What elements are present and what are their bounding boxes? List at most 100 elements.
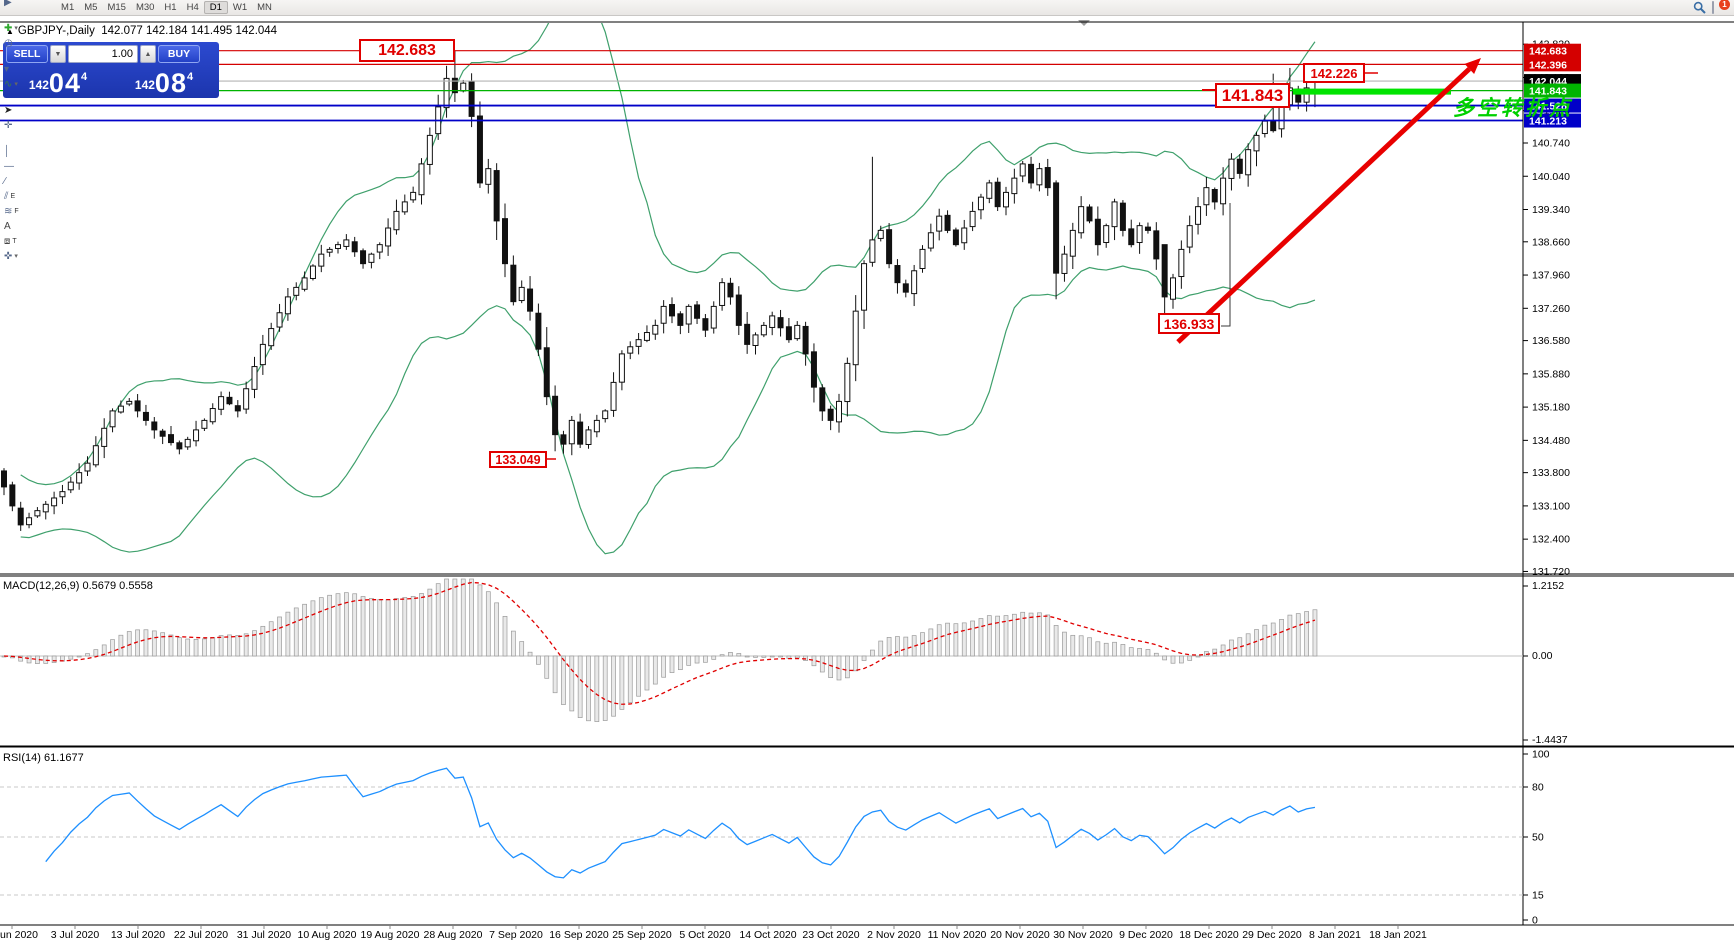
toolbar-buttons: ▦◫✚新订单⬧●◉●自动交易╫╪∿⊕⊖⊞▷▶✚▾◷▾∿▾➤✛│—∕⫽E≋FA⧈T… [0, 0, 56, 275]
volume-decrease-button[interactable]: ▼ [50, 45, 66, 63]
svg-text:30 Nov 2020: 30 Nov 2020 [1053, 929, 1113, 941]
sell-price-point: 4 [80, 71, 88, 83]
svg-text:133.100: 133.100 [1532, 500, 1570, 512]
vline-icon[interactable]: │ [0, 144, 56, 159]
svg-text:13 Jul 2020: 13 Jul 2020 [111, 929, 165, 941]
text-label-icon: ⧈ [4, 235, 11, 247]
notification-count-badge: 1 [1719, 0, 1730, 10]
fibonacci-icon[interactable]: ≋ F [0, 204, 56, 219]
indicators-icon[interactable]: ∿ ▾ [0, 77, 56, 92]
price-annotation-133.049[interactable]: 133.049 [489, 451, 547, 468]
svg-text:142.683: 142.683 [1529, 46, 1567, 58]
search-icon[interactable] [1693, 1, 1706, 14]
channel-icon-sub: E [10, 192, 16, 200]
svg-text:138.660: 138.660 [1532, 236, 1570, 248]
indicators-icon: ∿ [4, 78, 13, 90]
channel-icon[interactable]: ⫽ E [0, 189, 56, 204]
volume-increase-button[interactable]: ▲ [140, 45, 156, 63]
ohlc-readout: 142.077 142.184 141.495 142.044 [101, 25, 278, 37]
svg-text:141.213: 141.213 [1529, 116, 1567, 128]
hline-icon: — [4, 160, 14, 172]
macd-label: MACD(12,26,9) 0.5679 0.5558 [3, 580, 153, 592]
svg-text:1.2152: 1.2152 [1532, 580, 1564, 592]
chart-title: ▲ GBPJPY-,Daily 142.077 142.184 141.495 1… [6, 25, 277, 37]
period-icon[interactable]: ◷ [0, 36, 56, 51]
sell-price-display[interactable]: 142 04 4 [6, 65, 110, 97]
timeframe-d1[interactable]: D1 [203, 0, 228, 14]
buy-price-point: 4 [186, 71, 194, 83]
text-icon: A [4, 220, 11, 232]
chart-shift-icon[interactable]: ▶ [0, 0, 56, 10]
bull-bear-turning-point-note[interactable]: 多空转折点 [1453, 97, 1573, 120]
price-annotation-142.226[interactable]: 142.226 [1303, 63, 1365, 83]
hline-icon[interactable]: — [0, 159, 56, 174]
collapse-arrow-icon[interactable]: ▲ [6, 27, 14, 36]
buy-price-display[interactable]: 142 08 4 [112, 65, 216, 97]
price-axis-badges: 142.683142.396142.044141.843141.528141.2… [1524, 43, 1581, 128]
svg-text:0: 0 [1532, 915, 1538, 927]
timeframe-w1[interactable]: W1 [232, 1, 248, 13]
shapes-icon: ✜ [4, 250, 13, 262]
toolbar: ▦◫✚新订单⬧●◉●自动交易╫╪∿⊕⊖⊞▷▶✚▾◷▾∿▾➤✛│—∕⫽E≋FA⧈T… [0, 0, 1734, 262]
text-label-icon[interactable]: ⧈ T [0, 234, 56, 249]
timeframe-m5[interactable]: M5 [84, 1, 98, 13]
timeframe-h1[interactable]: H1 [164, 1, 177, 13]
svg-text:29 Dec 2020: 29 Dec 2020 [1242, 929, 1302, 941]
fibonacci-icon-sub: F [14, 207, 19, 215]
svg-text:9 Dec 2020: 9 Dec 2020 [1119, 929, 1173, 941]
timeframe-m1[interactable]: M1 [61, 1, 75, 13]
text-icon[interactable]: A [0, 219, 56, 234]
svg-text:132.400: 132.400 [1532, 534, 1570, 546]
svg-text:3 Jul 2020: 3 Jul 2020 [51, 929, 100, 941]
add-chart-icon: ✚ [4, 22, 13, 34]
sell-button[interactable]: SELL [6, 45, 48, 63]
buy-button[interactable]: BUY [158, 45, 200, 63]
chart-shift-icon: ▶ [4, 0, 12, 8]
vline-icon: │ [4, 145, 11, 157]
timeframe-m15[interactable]: M15 [107, 1, 126, 13]
svg-text:28 Aug 2020: 28 Aug 2020 [424, 929, 483, 941]
svg-text:134.480: 134.480 [1532, 435, 1570, 447]
svg-text:80: 80 [1532, 782, 1544, 794]
volume-input[interactable] [68, 45, 138, 63]
timeframe-toolbar: M1 M5 M15 M30 H1 H4 D1 W1 MN [56, 0, 277, 15]
notifications-icon[interactable]: 1 [1712, 0, 1730, 14]
svg-text:11 Nov 2020: 11 Nov 2020 [928, 929, 987, 941]
templates-icon[interactable]: ▾ [0, 62, 56, 77]
timeframe-h4[interactable]: H4 [186, 1, 199, 13]
price-annotation-136.933[interactable]: 136.933 [1158, 313, 1220, 334]
add-chart-icon[interactable]: ✚ ▾ [0, 21, 56, 36]
timeframe-m30[interactable]: M30 [135, 1, 155, 13]
sell-price-base: 142 [28, 78, 49, 92]
crosshair-icon[interactable]: ✛ [0, 118, 56, 133]
indicators-icon-dropdown[interactable]: ▾ [14, 81, 18, 88]
price-annotation-141.843[interactable]: 141.843 [1215, 83, 1290, 108]
svg-text:22 Jul 2020: 22 Jul 2020 [174, 929, 228, 941]
support-zone-bar[interactable] [1293, 88, 1451, 95]
svg-text:0.00: 0.00 [1532, 650, 1553, 662]
trendline-icon[interactable]: ∕ [0, 174, 56, 189]
fibonacci-icon: ≋ [4, 205, 13, 217]
svg-text:31 Jul 2020: 31 Jul 2020 [237, 929, 291, 941]
time-axis[interactable]: 4 Jun 2020 3 Jul 2020 13 Jul 2020 22 Jul 20… [0, 926, 1427, 941]
svg-text:140.040: 140.040 [1532, 171, 1570, 183]
cursor-icon[interactable]: ➤ [0, 103, 56, 118]
text-label-icon-sub: T [12, 237, 17, 245]
svg-text:18 Dec 2020: 18 Dec 2020 [1179, 929, 1239, 941]
price-annotation-142.683[interactable]: 142.683 [359, 39, 455, 62]
trend-arrow[interactable] [1176, 58, 1481, 344]
svg-text:135.880: 135.880 [1532, 368, 1570, 380]
shapes-icon-dropdown[interactable]: ▾ [14, 253, 18, 260]
svg-text:20 Nov 2020: 20 Nov 2020 [990, 929, 1050, 941]
timeframe-mn[interactable]: MN [257, 1, 272, 13]
svg-text:15: 15 [1532, 890, 1544, 902]
svg-text:137.260: 137.260 [1532, 303, 1570, 315]
shapes-icon[interactable]: ✜ ▾ [0, 249, 56, 264]
svg-text:10 Aug 2020: 10 Aug 2020 [298, 929, 357, 941]
add-chart-icon-dropdown[interactable]: ▾ [14, 25, 18, 32]
svg-text:23 Oct 2020: 23 Oct 2020 [802, 929, 859, 941]
svg-text:141.843: 141.843 [1529, 86, 1567, 98]
svg-text:-1.4437: -1.4437 [1532, 734, 1568, 746]
svg-text:7 Sep 2020: 7 Sep 2020 [489, 929, 543, 941]
